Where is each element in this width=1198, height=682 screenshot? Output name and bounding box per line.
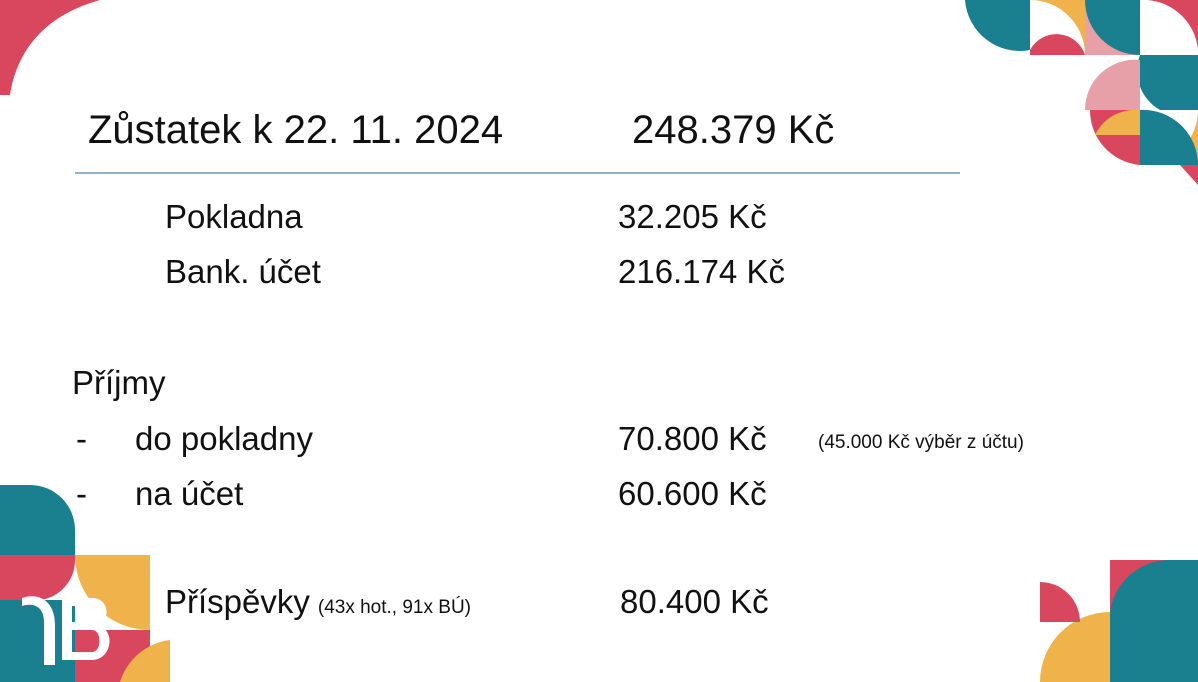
balance-label: Pokladna	[165, 198, 303, 235]
income-title: Příjmy	[72, 364, 166, 401]
income-note: (45.000 Kč výběr z účtu)	[818, 432, 1024, 453]
decoration	[0, 0, 1198, 682]
total: 248.379 Kč	[632, 108, 834, 152]
contributions-note: (43x hot., 91x BÚ)	[318, 596, 471, 618]
slide: Zůstatek k 22. 11. 2024 248.379 Kč Pokla…	[0, 0, 1198, 682]
contributions-amount: 80.400 Kč	[620, 583, 769, 620]
balance-amount: 32.205 Kč	[618, 198, 767, 235]
page: {"header": {"title": "Zůstatek k 22. 11.…	[0, 0, 1198, 682]
bullet: -	[76, 475, 87, 512]
title: Zůstatek k 22. 11. 2024	[88, 108, 503, 152]
income-amount: 70.800 Kč	[618, 420, 767, 457]
income-label: do pokladny	[135, 420, 313, 457]
contributions-label: Příspěvky	[165, 583, 310, 620]
contributions: Příspěvky (43x hot., 91x BÚ)	[165, 583, 471, 620]
income-amount: 60.600 Kč	[618, 475, 767, 512]
bullet: -	[76, 420, 87, 457]
income-label: na účet	[135, 475, 243, 512]
balance-label: Bank. účet	[165, 253, 321, 290]
balance-amount: 216.174 Kč	[618, 253, 785, 290]
